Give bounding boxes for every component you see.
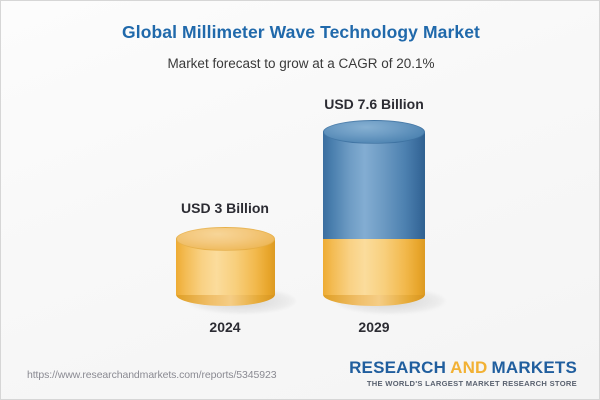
source-url-link[interactable]: https://www.researchandmarkets.com/repor… — [27, 369, 277, 381]
bar-category-label-2024: 2024 — [209, 319, 241, 335]
brand-word-markets: MARKETS — [491, 358, 577, 377]
bar-base-segment-2029 — [323, 239, 425, 295]
brand-word-and: AND — [450, 358, 488, 377]
bar-top-ellipse-2024 — [176, 227, 275, 251]
brand-wordmark: RESEARCH AND MARKETS — [349, 358, 577, 377]
bar-body-2029 — [323, 132, 425, 239]
bar-category-label-2029: 2029 — [358, 319, 390, 335]
chart-footer: https://www.researchandmarkets.com/repor… — [1, 352, 599, 399]
bar-cylinder-2029[interactable] — [323, 120, 445, 314]
chart-title: Global Millimeter Wave Technology Market — [122, 22, 480, 42]
bar-value-label-2029: USD 7.6 Billion — [324, 96, 424, 112]
research-and-markets-logo[interactable]: RESEARCH AND MARKETS THE WORLD'S LARGEST M… — [349, 358, 577, 389]
chart-plot-area: USD 3 Billion 2024 USD 7.6 Billion 2029 — [1, 1, 599, 346]
bar-cylinder-2024[interactable] — [176, 227, 296, 314]
bar-value-label-2024: USD 3 Billion — [181, 200, 269, 216]
bar-top-ellipse-2029 — [323, 120, 425, 144]
brand-word-research: RESEARCH — [349, 358, 447, 377]
brand-tagline: THE WORLD'S LARGEST MARKET RESEARCH STOR… — [366, 379, 577, 388]
chart-subtitle: Market forecast to grow at a CAGR of 20.… — [167, 56, 435, 71]
